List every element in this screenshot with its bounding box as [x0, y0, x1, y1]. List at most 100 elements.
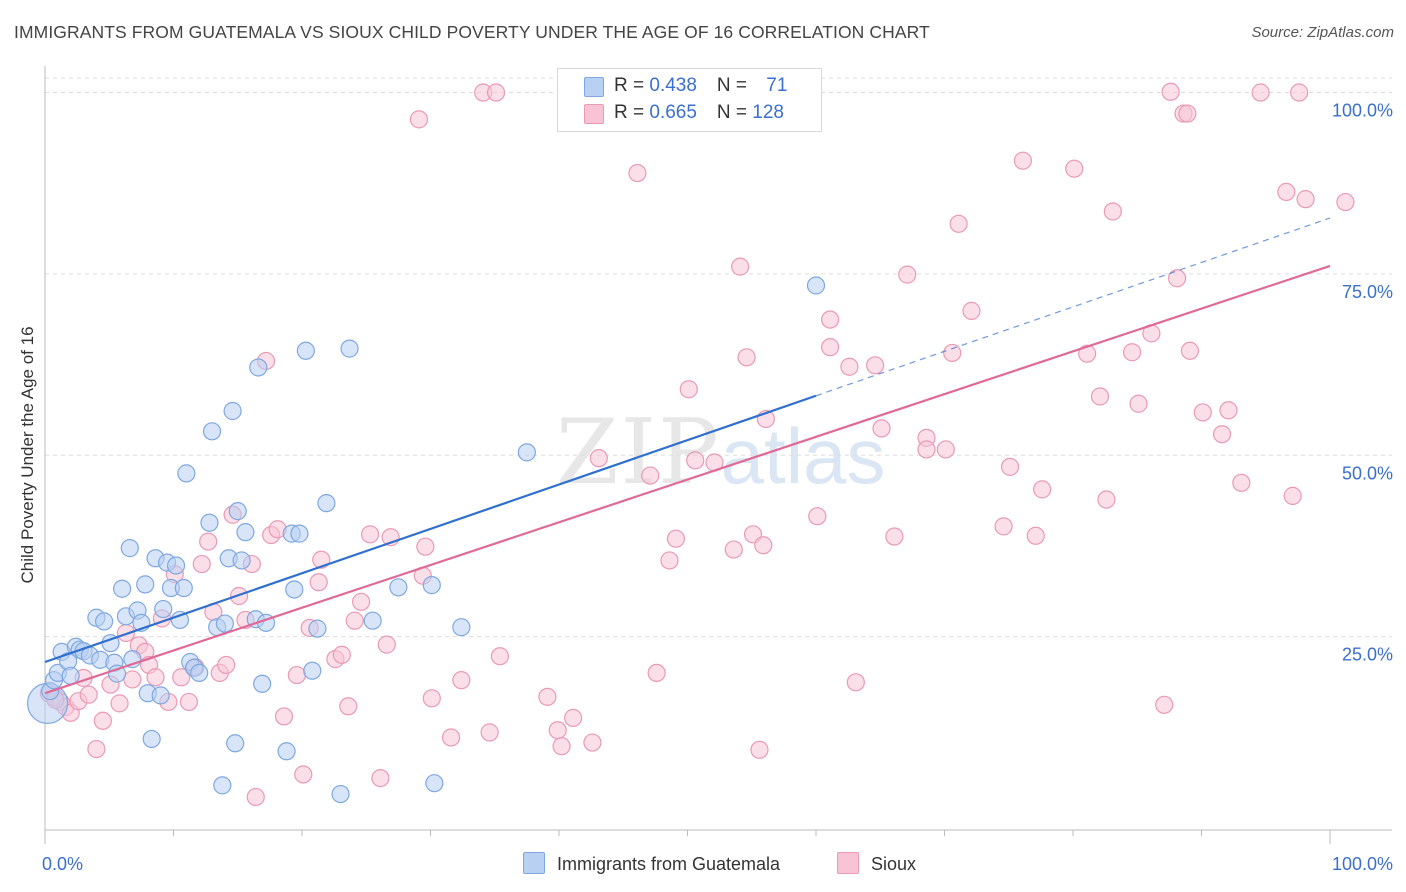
guatemala-point	[340, 339, 359, 358]
sioux-point	[123, 670, 142, 689]
guatemala-point	[226, 734, 245, 753]
sioux-point	[1155, 695, 1174, 714]
legend-swatch-sioux	[837, 852, 859, 874]
sioux-point	[1251, 83, 1270, 102]
sioux-point	[246, 787, 265, 807]
sioux-point	[1013, 151, 1032, 170]
y-tick-label: 25.0%	[1342, 645, 1393, 665]
sioux-points	[39, 82, 1355, 807]
legend-r-value: 0.665	[649, 102, 697, 123]
sioux-point	[1129, 394, 1148, 413]
sioux-point	[724, 540, 743, 559]
sioux-point	[750, 740, 769, 759]
guatemala-point	[95, 612, 114, 631]
sioux-point	[641, 466, 660, 485]
sioux-point	[564, 708, 583, 727]
guatemala-point	[202, 422, 222, 441]
guatemala-point	[285, 580, 304, 599]
sioux-point	[480, 723, 499, 742]
legend-item-guatemala[interactable]: Immigrants from Guatemala	[523, 852, 780, 875]
sioux-point	[287, 665, 306, 685]
sioux-point	[686, 451, 705, 470]
tick-labels: 25.0% 50.0% 75.0% 100.0% 0.0% 100.0% Child Pov…	[18, 101, 1393, 874]
sioux-point	[1193, 403, 1212, 422]
guatemala-point	[228, 502, 247, 521]
sioux-point	[1219, 401, 1238, 420]
guatemala-point	[223, 401, 242, 421]
sioux-point	[821, 310, 840, 329]
sioux-point	[110, 694, 129, 713]
legend-n-label: N =	[716, 75, 753, 96]
sioux-point	[87, 739, 106, 759]
guatemala-point	[308, 619, 327, 638]
legend-item-sioux[interactable]: Sioux	[837, 852, 916, 875]
guatemala-point	[174, 578, 193, 598]
sioux-point	[840, 357, 859, 376]
source-label[interactable]: Source: ZipAtlas.com	[1251, 24, 1394, 41]
trend-lines	[44, 217, 1331, 695]
sioux-point	[679, 380, 698, 399]
x-tick-label: 100.0%	[1332, 854, 1393, 874]
sioux-point	[917, 440, 936, 459]
sioux-point	[1090, 387, 1110, 406]
sioux-point	[1296, 190, 1315, 209]
guatemala-point	[112, 579, 132, 598]
legend-label-sioux: Sioux	[871, 854, 917, 874]
sioux-point	[1232, 473, 1251, 492]
sioux-point	[737, 348, 756, 367]
sioux-point	[409, 110, 429, 129]
legend-r-label: R =	[614, 102, 650, 123]
correlation-legend: R = 0.438 N = 71 R = 0.665 N = 128	[557, 68, 822, 132]
sioux-point	[274, 707, 294, 726]
sioux-point	[217, 655, 236, 675]
legend-r-value: 0.438	[649, 75, 697, 96]
sioux-point	[666, 529, 686, 548]
sioux-point	[538, 687, 557, 706]
legend-r-label: R =	[614, 75, 650, 96]
guatemala-point	[213, 776, 232, 795]
sioux-point	[1178, 104, 1197, 123]
sioux-point	[1212, 425, 1232, 444]
chart-title: IMMIGRANTS FROM GUATEMALA VS SIOUX CHILD…	[14, 22, 930, 42]
guatemala-point	[303, 661, 322, 680]
legend-swatch-guatemala	[523, 852, 545, 874]
watermark: ZIPatlas	[556, 400, 885, 505]
sioux-point	[1000, 457, 1020, 476]
sioux-point	[345, 611, 364, 630]
legend-n-value: 71	[766, 75, 788, 96]
y-tick-label: 100.0%	[1332, 101, 1393, 121]
sioux-point	[1283, 486, 1302, 505]
sioux-point	[416, 537, 435, 556]
sioux-point	[199, 532, 218, 551]
sioux-point	[647, 663, 666, 683]
sioux-point	[846, 673, 865, 692]
guatemala-point	[277, 742, 296, 761]
guatemala-point	[290, 524, 309, 543]
sioux-point	[754, 536, 773, 555]
sioux-point	[93, 711, 112, 730]
sioux-point	[192, 554, 211, 574]
guatemala-point	[215, 614, 234, 633]
sioux-point	[660, 551, 679, 570]
sioux-point	[294, 765, 313, 784]
sioux-point	[589, 449, 608, 468]
sioux-point	[1078, 344, 1097, 363]
legend-n-value: 128	[752, 102, 784, 123]
sioux-point	[352, 592, 371, 611]
sioux-point	[441, 728, 461, 747]
sioux-point	[1026, 526, 1045, 545]
sioux-point	[628, 163, 647, 183]
sioux-point	[866, 356, 885, 375]
legend-n-label: N =	[716, 102, 753, 123]
guatemala-point	[363, 611, 382, 630]
guatemala-point	[806, 276, 826, 295]
sioux-point	[1123, 343, 1142, 362]
sioux-point	[885, 527, 904, 546]
guatemala-point	[236, 523, 255, 542]
guatemala-point	[249, 358, 268, 377]
guatemala-point	[142, 729, 161, 749]
sioux-point	[371, 768, 390, 788]
legend-swatch-guatemala	[584, 77, 604, 97]
sioux-point	[552, 737, 571, 756]
